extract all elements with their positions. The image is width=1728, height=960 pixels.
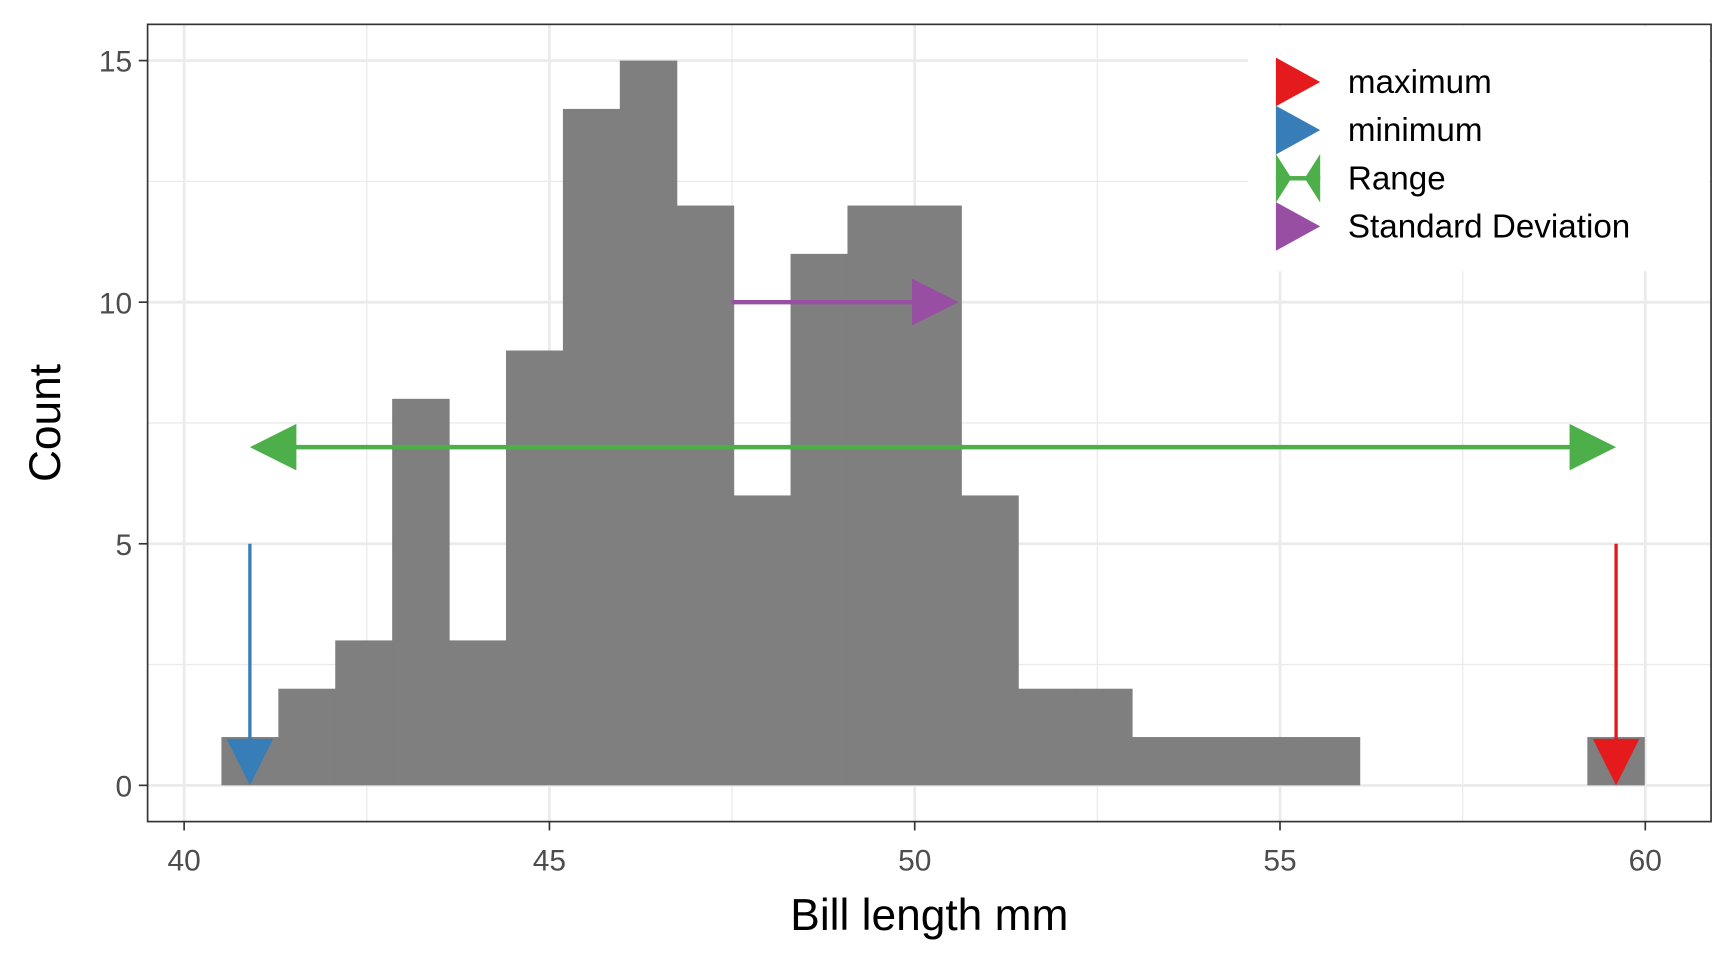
histogram-bar (1018, 688, 1076, 786)
histogram-bar (619, 60, 678, 786)
histogram-bar (790, 253, 849, 786)
x-axis: 40 45 50 55 60 (168, 821, 1662, 877)
panel-border (146, 23, 1712, 823)
y-tick-label: 5 (115, 529, 132, 562)
histogram-bar (392, 398, 450, 786)
x-tick-label: 50 (898, 844, 931, 877)
maximum-arrow-head-icon (1592, 738, 1640, 786)
histogram-bar (505, 350, 564, 786)
y-tick-label: 10 (99, 287, 132, 320)
x-tick-label: 60 (1629, 844, 1662, 877)
bars (221, 60, 1645, 786)
histogram-bar (961, 495, 1019, 786)
x-tick-label: 55 (1263, 844, 1296, 877)
y-axis-title: Count (21, 364, 70, 482)
histogram-bar (1245, 737, 1304, 786)
legend: maximum minimum Range Standard Deviation (1248, 26, 1709, 272)
legend-label: maximum (1348, 64, 1492, 101)
legend-key-line (1275, 176, 1321, 181)
minimum-arrow-head-icon (226, 738, 274, 786)
legend-label: Standard Deviation (1348, 209, 1630, 246)
histogram-bar (449, 640, 507, 786)
x-tick-label: 45 (533, 844, 566, 877)
legend-key-icon (1275, 202, 1321, 251)
x-tick-label: 40 (168, 844, 201, 877)
histogram-bar (847, 205, 905, 786)
y-axis: 0 5 10 15 (99, 46, 148, 803)
histogram-bar (676, 205, 735, 786)
histogram-bar (335, 640, 393, 786)
x-axis-title: Bill length mm (790, 891, 1068, 940)
y-tick-label: 15 (99, 46, 132, 79)
legend-key-icon (1275, 105, 1321, 155)
range-right-arrow-head-icon (1569, 423, 1617, 471)
legend-label: minimum (1348, 112, 1483, 149)
legend-label: Range (1348, 160, 1446, 197)
y-tick-label: 0 (115, 770, 132, 803)
histogram-bar (1188, 737, 1247, 786)
histogram-bar (1132, 737, 1190, 786)
annotations (226, 278, 1640, 786)
standard-deviation-arrow-head-icon (912, 278, 959, 326)
legend-key-icon (1275, 57, 1321, 107)
histogram-bar (278, 688, 336, 786)
histogram-bar (733, 495, 792, 786)
histogram-bar (1302, 737, 1361, 786)
range-left-arrow-head-icon (249, 423, 297, 471)
histogram-bar (1075, 688, 1133, 786)
legend-background (1248, 26, 1709, 272)
